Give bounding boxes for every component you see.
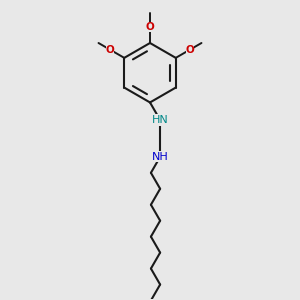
Text: O: O: [106, 45, 115, 55]
Text: O: O: [146, 22, 154, 32]
Text: NH: NH: [152, 152, 169, 162]
Text: HN: HN: [152, 115, 169, 125]
Text: O: O: [185, 45, 194, 55]
